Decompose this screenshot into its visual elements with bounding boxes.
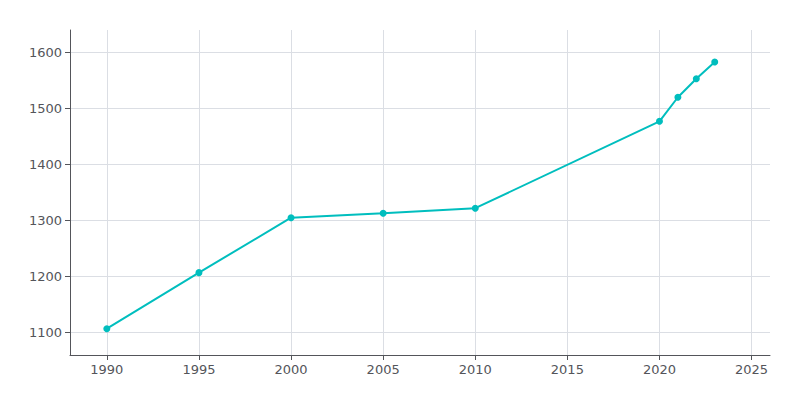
svg-text:2020: 2020 — [643, 362, 676, 377]
svg-text:2000: 2000 — [275, 362, 308, 377]
svg-text:2015: 2015 — [551, 362, 584, 377]
svg-text:1300: 1300 — [29, 213, 62, 228]
svg-text:1400: 1400 — [29, 157, 62, 172]
svg-text:1600: 1600 — [29, 45, 62, 60]
svg-text:1100: 1100 — [29, 325, 62, 340]
svg-text:1990: 1990 — [90, 362, 123, 377]
svg-text:2010: 2010 — [459, 362, 492, 377]
svg-text:1200: 1200 — [29, 269, 62, 284]
svg-text:2005: 2005 — [367, 362, 400, 377]
svg-text:1995: 1995 — [182, 362, 215, 377]
svg-text:2025: 2025 — [735, 362, 768, 377]
svg-text:1500: 1500 — [29, 101, 62, 116]
